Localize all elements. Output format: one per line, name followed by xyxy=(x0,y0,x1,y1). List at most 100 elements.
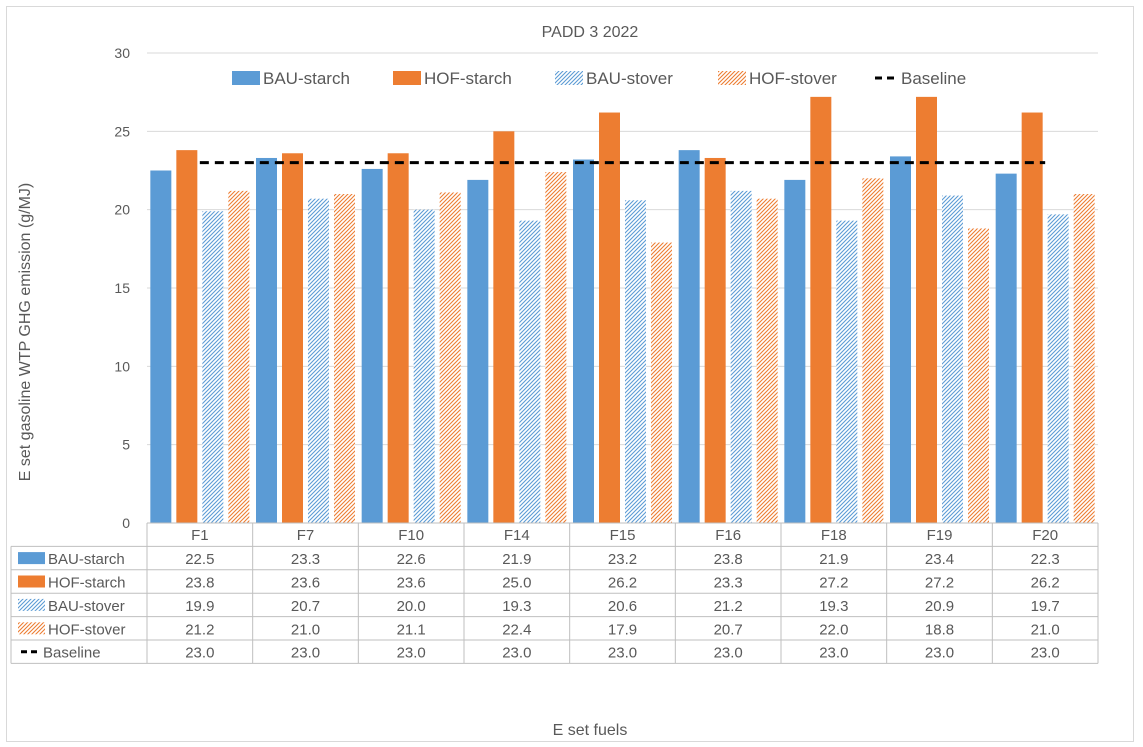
y-tick-label: 30 xyxy=(114,45,130,61)
table-cell-value: 23.0 xyxy=(925,645,954,662)
bar-bau-stover xyxy=(730,190,752,523)
table-cell-value: 23.0 xyxy=(714,645,743,662)
bar-hof-starch xyxy=(704,157,726,523)
y-tick-label: 25 xyxy=(114,123,130,139)
category-label: F7 xyxy=(297,527,315,544)
legend-swatch-bau-stover xyxy=(555,71,583,85)
table-cell-value: 25.0 xyxy=(502,575,531,592)
table-cell-value: 19.3 xyxy=(819,598,848,615)
bar-hof-stover xyxy=(334,194,355,523)
bar-hof-stover xyxy=(1073,194,1095,523)
table-cell-value: 23.0 xyxy=(397,645,426,662)
table-cell-value: 19.9 xyxy=(185,598,214,615)
bar-hof-stover xyxy=(862,178,884,524)
legend-swatch-hof-starch xyxy=(393,71,421,85)
table-cell-value: 23.8 xyxy=(714,551,743,568)
table-cell-value: 23.6 xyxy=(291,575,320,592)
table-cell-value: 21.2 xyxy=(185,621,214,638)
category-label: F19 xyxy=(927,527,953,544)
bar-bau-stover xyxy=(942,195,963,524)
bar-hof-stover xyxy=(756,198,778,523)
table-key-hof-starch xyxy=(18,575,45,588)
bar-bau-starch xyxy=(573,159,594,524)
table-row-label: Baseline xyxy=(43,645,101,662)
category-label: F1 xyxy=(191,527,209,544)
table-cell-value: 20.7 xyxy=(714,621,743,638)
category-label: F14 xyxy=(504,527,530,544)
y-tick-label: 0 xyxy=(122,515,130,531)
bar-hof-stover xyxy=(545,172,567,524)
table-cell-value: 21.2 xyxy=(714,598,743,615)
table-cell-value: 23.0 xyxy=(819,645,848,662)
bar-bau-stover xyxy=(1047,214,1069,523)
legend-label-baseline: Baseline xyxy=(901,69,966,88)
gridlines xyxy=(147,52,1098,524)
bar-hof-starch xyxy=(810,96,832,523)
table-cell-value: 19.3 xyxy=(502,598,531,615)
table-row-label: BAU-starch xyxy=(48,551,125,568)
table-cell-value: 23.4 xyxy=(925,551,954,568)
bar-hof-stover xyxy=(439,192,461,523)
table-cell-value: 26.2 xyxy=(1031,575,1060,592)
bar-bau-stover xyxy=(625,200,646,523)
bar-hof-starch xyxy=(176,150,198,523)
table-cell-value: 22.4 xyxy=(502,621,531,638)
bar-bau-starch xyxy=(467,179,489,523)
table-key-bau-starch xyxy=(18,552,45,565)
table-cell-value: 21.0 xyxy=(1031,621,1060,638)
bar-hof-starch xyxy=(599,112,620,524)
y-tick-label: 20 xyxy=(114,202,130,218)
bar-hof-starch xyxy=(1021,112,1043,524)
bar-bau-stover xyxy=(413,209,435,523)
table-key-hof-stover xyxy=(18,622,45,635)
bar-bau-starch xyxy=(256,157,277,523)
legend: BAU-starch HOF-starch BAU-stover HOF-stover… xyxy=(232,69,966,88)
bar-bau-starch xyxy=(150,170,172,523)
table-cell-value: 27.2 xyxy=(925,575,954,592)
data-table: F1 F7 F10 F14 F15 F16 F18 F19 F20 BAU-starch 22.5 2… xyxy=(10,522,1099,664)
table-cell-value: 23.3 xyxy=(291,551,320,568)
table-cell-value: 20.0 xyxy=(397,598,426,615)
table-cell-value: 23.0 xyxy=(291,645,320,662)
bar-bau-stover xyxy=(519,220,541,523)
table-key-bau-stover xyxy=(18,598,45,611)
x-axis-label: E set fuels xyxy=(553,722,628,739)
table-cell-value: 21.9 xyxy=(502,551,531,568)
bar-hof-stover xyxy=(651,242,672,524)
y-tick-label: 10 xyxy=(114,358,130,374)
legend-swatch-bau-starch xyxy=(232,71,260,85)
table-cell-value: 20.6 xyxy=(608,598,637,615)
table-cell-value: 22.6 xyxy=(397,551,426,568)
y-axis-label: E set gasoline WTP GHG emission (g/MJ) xyxy=(17,183,34,481)
category-label: F20 xyxy=(1032,527,1058,544)
table-cell-value: 23.2 xyxy=(608,551,637,568)
legend-label-bau-stover: BAU-stover xyxy=(586,69,673,88)
table-cell-value: 23.3 xyxy=(714,575,743,592)
bar-hof-starch xyxy=(916,96,937,523)
bar-bau-stover xyxy=(836,220,858,523)
category-label: F16 xyxy=(715,527,741,544)
chart-title: PADD 3 2022 xyxy=(542,24,639,41)
legend-label-hof-starch: HOF-starch xyxy=(424,69,512,88)
bar-bau-stover xyxy=(202,211,224,523)
table-cell-value: 27.2 xyxy=(819,575,848,592)
bar-hof-stover xyxy=(228,190,250,523)
bar-bau-starch xyxy=(890,156,911,523)
bar-hof-stover xyxy=(968,228,989,523)
bar-hof-starch xyxy=(387,153,409,523)
bar-hof-starch xyxy=(493,131,515,523)
table-row-label: BAU-stover xyxy=(48,598,125,615)
table-cell-value: 23.6 xyxy=(397,575,426,592)
table-row-label: HOF-starch xyxy=(48,575,126,592)
table-cell-value: 20.7 xyxy=(291,598,320,615)
category-label: F18 xyxy=(821,527,847,544)
table-cell-value: 23.0 xyxy=(608,645,637,662)
table-cell-value: 23.0 xyxy=(502,645,531,662)
table-cell-value: 23.8 xyxy=(185,575,214,592)
legend-swatch-hof-stover xyxy=(718,71,746,85)
table-cell-value: 20.9 xyxy=(925,598,954,615)
bar-hof-starch xyxy=(282,153,303,523)
chart-frame: PADD 3 2022 E set gasoline WTP GHG emiss… xyxy=(6,6,1134,742)
category-label: F15 xyxy=(610,527,636,544)
table-cell-value: 18.8 xyxy=(925,621,954,638)
